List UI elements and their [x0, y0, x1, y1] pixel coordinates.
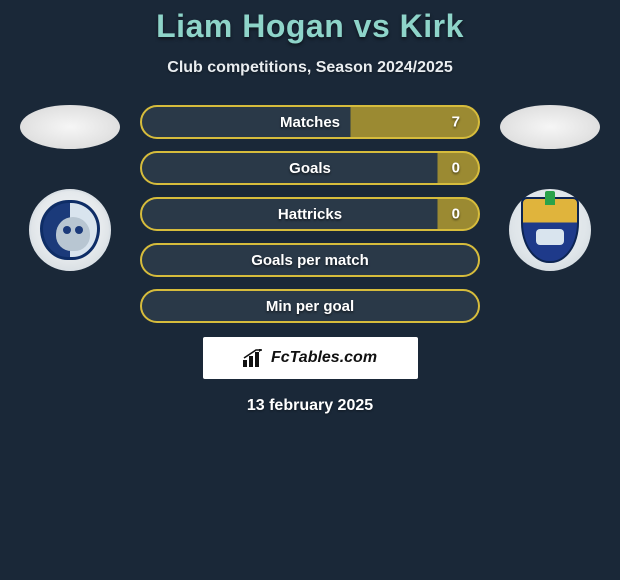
- stat-value-right: 0: [452, 160, 460, 177]
- player-photo-right: [500, 105, 600, 149]
- brand-logo[interactable]: FcTables.com: [203, 337, 418, 379]
- club-crest-right: [509, 189, 591, 271]
- left-player-column: [20, 105, 120, 271]
- page-title: Liam Hogan vs Kirk: [0, 8, 620, 45]
- comparison-row: Matches 7 Goals 0 Hattricks 0 Goals per match M…: [0, 105, 620, 323]
- right-player-column: [500, 105, 600, 271]
- stat-label: Goals: [289, 160, 331, 177]
- stat-value-right: 7: [452, 114, 460, 131]
- stat-value-right: 0: [452, 206, 460, 223]
- stat-pill: Min per goal: [140, 289, 480, 323]
- subtitle: Club competitions, Season 2024/2025: [0, 59, 620, 77]
- stat-pill: Hattricks 0: [140, 197, 480, 231]
- brand-label: FcTables.com: [271, 349, 377, 367]
- stat-pill: Matches 7: [140, 105, 480, 139]
- stat-label: Min per goal: [266, 298, 354, 315]
- stat-label: Goals per match: [251, 252, 369, 269]
- player-photo-left: [20, 105, 120, 149]
- stats-column: Matches 7 Goals 0 Hattricks 0 Goals per match M…: [140, 105, 480, 323]
- club-crest-left: [29, 189, 111, 271]
- chart-icon: [243, 349, 265, 367]
- stat-label: Hattricks: [278, 206, 342, 223]
- stat-pill: Goals per match: [140, 243, 480, 277]
- stat-pill: Goals 0: [140, 151, 480, 185]
- stat-label: Matches: [280, 114, 340, 131]
- date-label: 13 february 2025: [0, 397, 620, 415]
